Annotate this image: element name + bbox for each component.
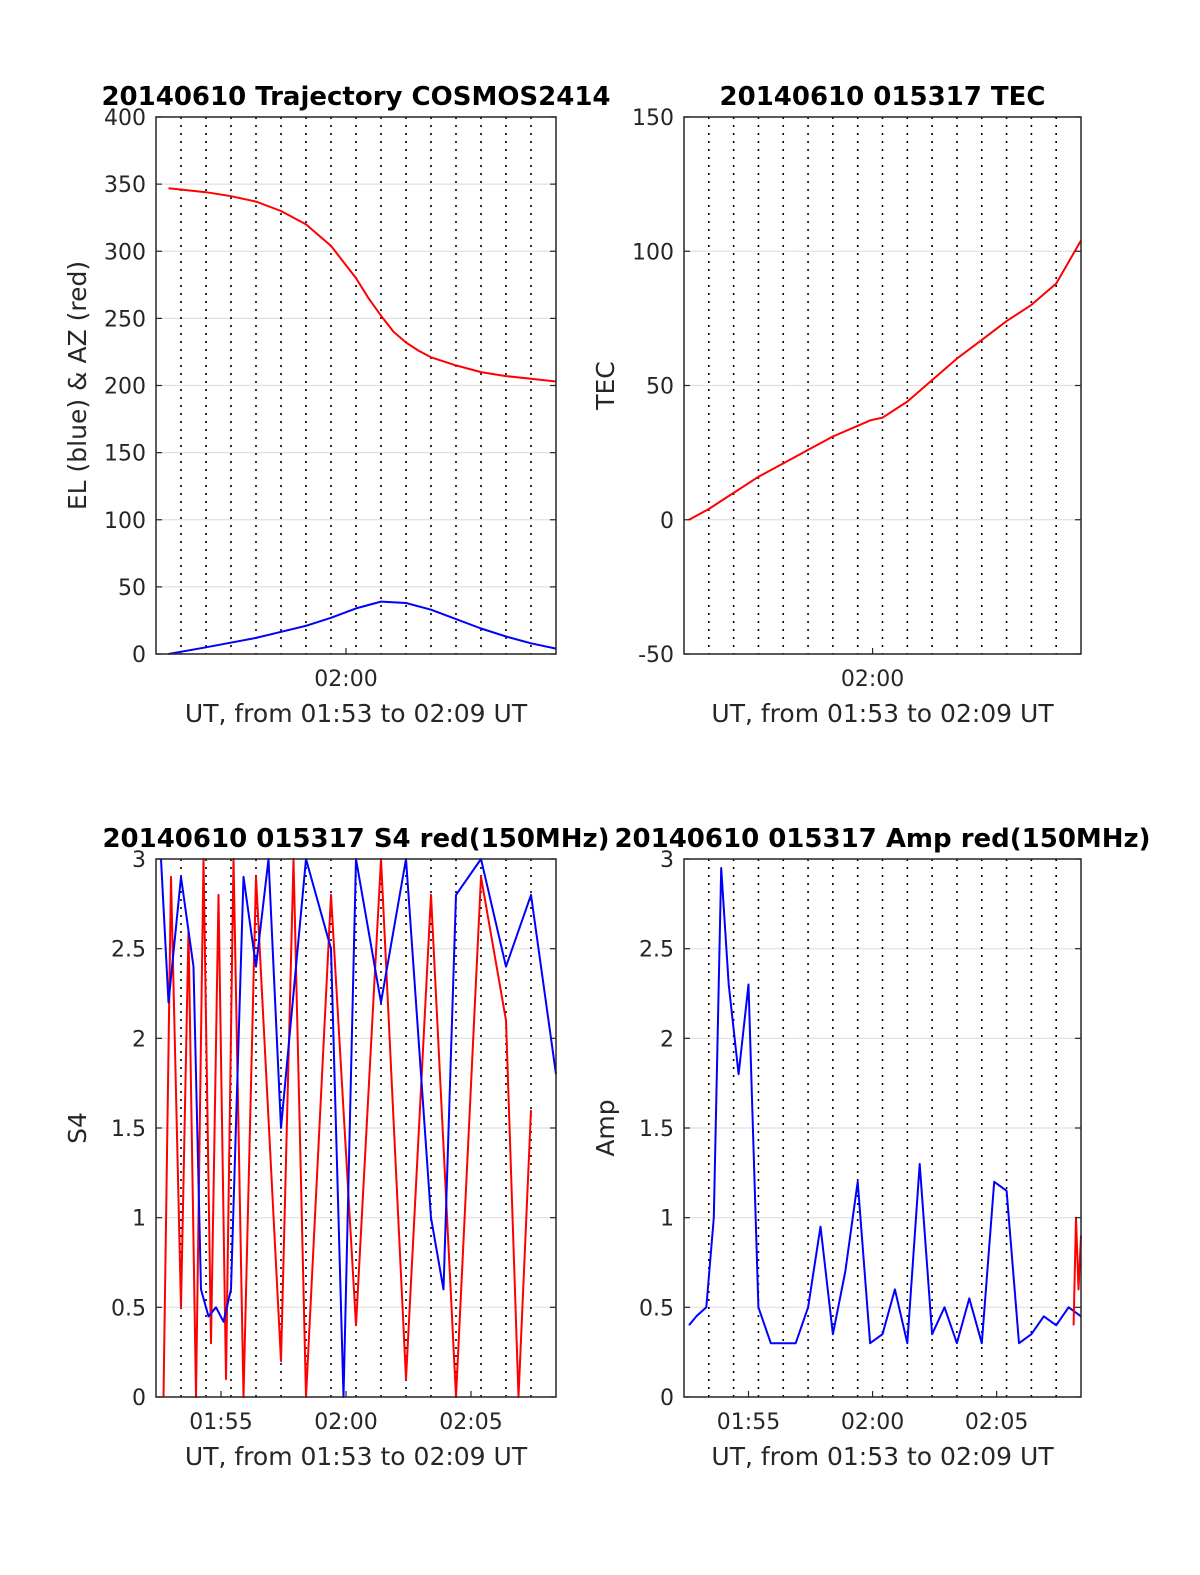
y-tick-label: 200 [104, 375, 146, 400]
y-tick-label: 2 [132, 1027, 146, 1052]
y-tick-label: 300 [104, 240, 146, 265]
x-tick-label: 02:00 [841, 1410, 904, 1435]
y-tick-label: 1.5 [111, 1117, 146, 1142]
y-tick-label: 0 [660, 509, 674, 534]
y-tick-label: 50 [118, 576, 146, 601]
y-tick-label: 0.5 [111, 1296, 146, 1321]
chart-title: 20140610 Trajectory COSMOS2414 [101, 82, 610, 112]
x-tick-label: 02:00 [841, 667, 904, 692]
x-tick-label: 02:05 [965, 1410, 1028, 1435]
series-line-amp-blue [688, 867, 1082, 1345]
x-tick-label: 02:05 [439, 1410, 502, 1435]
y-tick-label: 3 [660, 848, 674, 873]
y-tick-label: 2 [660, 1027, 674, 1052]
y-tick-label: 250 [104, 307, 146, 332]
y-tick-label: 3 [132, 848, 146, 873]
y-tick-label: 100 [632, 240, 674, 265]
y-tick-label: 350 [104, 173, 146, 198]
y-tick-label: 0.5 [639, 1296, 674, 1321]
series-line-s4-blue [160, 858, 557, 1398]
x-tick-label: 02:00 [314, 667, 377, 692]
series-line-az [168, 187, 557, 383]
x-axis-label: UT, from 01:53 to 02:09 UT [711, 699, 1054, 728]
y-tick-label: 1 [660, 1207, 674, 1232]
x-tick-label: 02:00 [314, 1410, 377, 1435]
y-tick-label: 1.5 [639, 1117, 674, 1142]
chart-panel-s4: 0 0.5 1 1.5 2 2.5 3 01:55 02:00 02:05 20140610 015… [63, 824, 610, 1471]
x-axis-label: UT, from 01:53 to 02:09 UT [711, 1442, 1054, 1471]
series-line-tec [688, 240, 1082, 521]
y-tick-label: 1 [132, 1207, 146, 1232]
y-tick-label: 150 [632, 106, 674, 131]
y-axis-label: Amp [591, 1099, 620, 1156]
y-tick-label: 100 [104, 509, 146, 534]
x-tick-label: 01:55 [717, 1410, 780, 1435]
chart-title: 20140610 015317 TEC [720, 82, 1046, 112]
y-tick-label: 400 [104, 106, 146, 131]
y-tick-label: 2.5 [111, 938, 146, 963]
chart-panel-amp: 0 0.5 1 1.5 2 2.5 3 01:55 02:00 02:05 20140610 015… [591, 824, 1151, 1471]
y-tick-label: 0 [132, 1386, 146, 1411]
series-line-amp-red [1072, 1216, 1082, 1326]
y-tick-label: -50 [638, 643, 674, 668]
y-tick-label: 0 [660, 1386, 674, 1411]
y-tick-label: 2.5 [639, 938, 674, 963]
y-axis-label: EL (blue) & AZ (red) [63, 261, 92, 510]
x-tick-label: 01:55 [189, 1410, 252, 1435]
y-axis-label: S4 [63, 1112, 92, 1144]
x-axis-label: UT, from 01:53 to 02:09 UT [185, 699, 528, 728]
chart-panel-tec: -50 0 50 100 150 02:00 20140610 015317 TEC UT, … [591, 82, 1082, 728]
y-tick-label: 0 [132, 643, 146, 668]
chart-title: 20140610 015317 Amp red(150MHz) [614, 824, 1150, 854]
y-axis-label: TEC [591, 361, 620, 411]
series-line-el [168, 600, 557, 655]
chart-panel-trajectory: 0 50 100 150 200 250 300 350 400 02:00 20140610 Tr… [63, 82, 611, 728]
x-axis-label: UT, from 01:53 to 02:09 UT [185, 1442, 528, 1471]
y-tick-label: 150 [104, 442, 146, 467]
y-tick-label: 50 [646, 375, 674, 400]
chart-title: 20140610 015317 S4 red(150MHz) [102, 824, 609, 854]
